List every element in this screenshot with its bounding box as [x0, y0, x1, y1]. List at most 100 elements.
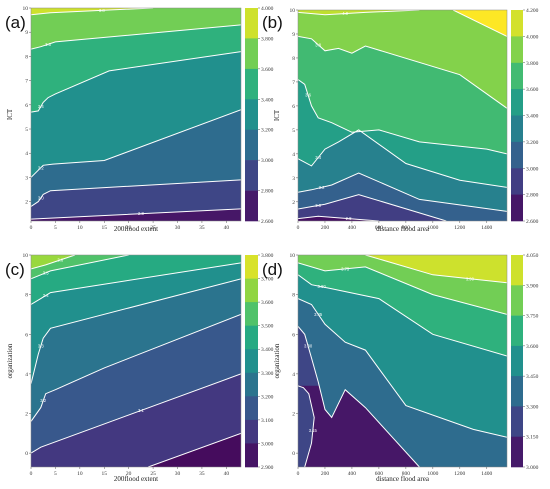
colorbar-segment — [511, 10, 523, 37]
x-tick-label: 1400 — [481, 225, 492, 231]
x-tick-label: 10 — [77, 471, 83, 477]
contour-line-3-2 — [31, 313, 241, 422]
contour-label: 3.8 — [99, 8, 105, 13]
y-tick-label: 6 — [25, 103, 28, 109]
colorbar-tick-label: 3.000 — [526, 465, 539, 471]
colorbar-segment — [245, 372, 258, 397]
plot-frame — [30, 7, 242, 222]
colorbar-segment — [245, 38, 258, 70]
y-tick-label: 5 — [25, 127, 28, 133]
x-tick-label: 30 — [175, 225, 181, 231]
y-tick-label: 0 — [25, 451, 28, 457]
contour-line-3-6 — [298, 79, 507, 155]
x-axis-label: distance flood area — [376, 475, 430, 483]
y-tick-label: 4 — [25, 151, 28, 157]
colorbar-segment — [245, 278, 258, 303]
colorbar-tick-label: 3.200 — [261, 394, 274, 400]
plot-frame — [297, 9, 508, 222]
colorbar-tick-label: 4.050 — [526, 253, 539, 259]
x-tick-label: 5 — [54, 471, 57, 477]
contour-band-3-8 — [31, 8, 241, 15]
x-tick-label: 5 — [54, 225, 57, 231]
colorbar-segment — [511, 168, 523, 195]
colorbar-segment — [511, 406, 523, 437]
contour-label: 3.6 — [45, 42, 51, 47]
colorbar-segment — [511, 62, 523, 90]
contour-line-3-4 — [31, 262, 241, 305]
contour-line-3-3 — [31, 278, 241, 384]
x-tick-label: 0 — [297, 471, 300, 477]
colorbar-segment — [511, 376, 523, 407]
y-tick-label: 10 — [23, 6, 29, 12]
colorbar-tick-label: 3.000 — [261, 441, 274, 447]
contour-line-3-6 — [31, 24, 241, 50]
colorbar-tick-label: 2.600 — [526, 219, 539, 225]
panel-a: 2.8 3.0 3.2 3.4 3.6 3.8 0 5 10 15 20 25 30 35 40 2 3 4 5 6 7… — [5, 6, 274, 233]
contour-label: 3.45 — [314, 312, 323, 317]
contour-line-2-8 — [298, 215, 379, 221]
y-tick-label: 2 — [292, 200, 295, 206]
contour-band-3-9 — [298, 255, 507, 283]
x-tick-label: 800 — [402, 471, 411, 477]
colorbar-tick-label: 3.400 — [526, 114, 539, 120]
colorbar-segment — [511, 115, 523, 143]
contour-label: 3.75 — [341, 266, 350, 271]
x-tick-label: 1000 — [427, 225, 438, 231]
contour-line-3-4 — [298, 129, 507, 188]
contour-line-2-8 — [31, 208, 241, 220]
contour-label: 3.4 — [38, 104, 44, 109]
y-tick-label: 2 — [292, 412, 295, 418]
y-axis-label: organization — [273, 343, 281, 378]
contour-line-3-6 — [298, 274, 507, 357]
colorbar-segment — [245, 396, 258, 421]
colorbar-tick-label: 3.750 — [526, 314, 539, 320]
contour-label: 3.5 — [43, 270, 49, 275]
contour-line-3 — [148, 432, 241, 467]
y-tick-label: 8 — [25, 293, 28, 299]
colorbar-segment — [511, 315, 523, 347]
x-tick-label: 800 — [402, 225, 411, 231]
x-tick-label: 200 — [321, 471, 330, 477]
contour-band-3-8 — [298, 10, 507, 109]
colorbar-segment — [245, 349, 258, 374]
colorbar-tick-label: 4.000 — [526, 34, 539, 40]
y-tick-label: 7 — [25, 79, 28, 85]
x-tick-label: 20 — [126, 471, 132, 477]
x-tick-label: 0 — [30, 471, 33, 477]
contour-line-3-1 — [31, 373, 241, 454]
contour-line-3-4 — [31, 51, 241, 113]
panel-label: (c) — [5, 260, 25, 279]
plot-frame — [297, 254, 508, 468]
y-tick-label: 6 — [25, 332, 28, 338]
y-axis-label: organization — [6, 343, 14, 378]
panel-label: (a) — [5, 13, 26, 32]
y-tick-label: 4 — [292, 152, 295, 158]
colorbar-tick-label: 3.400 — [261, 97, 274, 103]
colorbar-tick-label: 2.600 — [261, 219, 274, 225]
y-tick-label: 10 — [23, 253, 29, 259]
contour-label: 2.8 — [138, 211, 144, 216]
colorbar-tick-label: 3.000 — [526, 166, 539, 172]
colorbar-segment — [245, 68, 258, 100]
contour-area: 2.8 3.0 3.2 3.4 3.6 3.8 — [31, 8, 241, 221]
contour-band-3-4 — [31, 255, 241, 305]
x-tick-label: 1000 — [427, 471, 438, 477]
colorbar-tick-label: 3.300 — [526, 404, 539, 410]
x-tick-label: 30 — [175, 471, 181, 477]
x-tick-label: 40 — [224, 225, 230, 231]
contour-label: 2.8 — [346, 216, 352, 221]
colorbar-tick-label: 2.800 — [526, 193, 539, 199]
y-tick-label: 6 — [292, 332, 295, 338]
y-tick-label: 2 — [25, 412, 28, 418]
contour-line-3 — [298, 194, 447, 221]
x-tick-label: 25 — [150, 471, 156, 477]
contour-label: 3.0 — [315, 203, 321, 208]
panel-d: 3.153.303.453.603.753.900 200 400 600 800 100… — [262, 253, 539, 483]
y-tick-label: 2 — [25, 200, 28, 206]
colorbar-tick-label: 3.500 — [261, 324, 274, 330]
contour-label: 3.6 — [305, 93, 311, 98]
x-tick-label: 400 — [348, 471, 357, 477]
colorbar-tick-label: 3.600 — [526, 344, 539, 350]
x-tick-label: 200 — [321, 225, 330, 231]
